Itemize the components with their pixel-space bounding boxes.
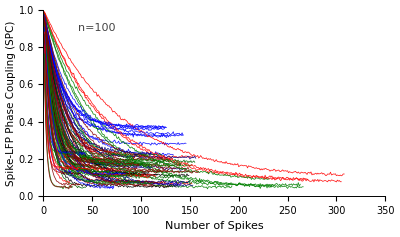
Text: n=100: n=100: [78, 23, 115, 33]
Y-axis label: Spike-LFP Phase Coupling (SPC): Spike-LFP Phase Coupling (SPC): [6, 20, 16, 186]
X-axis label: Number of Spikes: Number of Spikes: [165, 221, 264, 232]
